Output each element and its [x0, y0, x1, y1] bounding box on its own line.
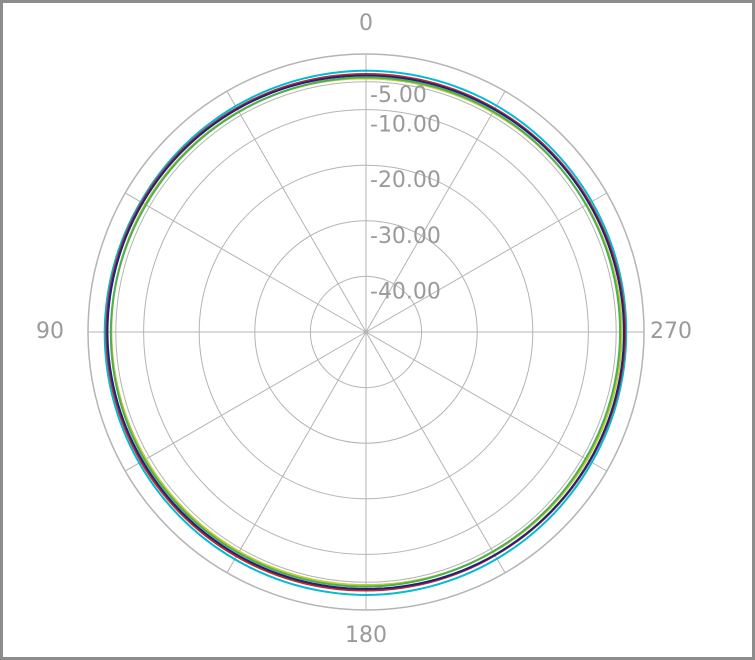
radial-tick-label-minus40: -40.00	[370, 279, 441, 304]
grid-spoke-330	[365, 90, 506, 333]
angle-label-90: 90	[36, 319, 64, 344]
series-layer	[103, 69, 628, 596]
grid-ring-minus10	[143, 109, 589, 555]
angle-label-270: 270	[650, 319, 692, 344]
grid-spoke-120	[124, 331, 367, 472]
grid-ring-minus5	[115, 81, 617, 583]
grid-spoke-30	[226, 90, 367, 333]
polar-grid	[87, 53, 645, 611]
radial-tick-label-minus30: -30.00	[370, 224, 441, 249]
series-line-1	[103, 69, 628, 596]
grid-ring-0	[87, 53, 645, 611]
grid-spoke-60	[124, 192, 367, 333]
angle-label-0: 0	[359, 11, 373, 36]
grid-spoke-240	[365, 331, 608, 472]
series-line-5	[109, 76, 622, 588]
radial-tick-label-minus10: -10.00	[370, 113, 441, 138]
angle-label-180: 180	[345, 623, 387, 648]
grid-spoke-150	[226, 331, 367, 574]
grid-ring-minus30	[254, 220, 478, 444]
radial-tick-label-minus20: -20.00	[370, 168, 441, 193]
grid-spoke-300	[365, 192, 608, 333]
grid-spoke-210	[365, 331, 506, 574]
grid-ring-minus40	[309, 275, 423, 389]
series-line-3	[106, 74, 625, 590]
tick-labels: 0 90 180 270 -40.00 -30.00 -20.00 -10.00 -5.…	[36, 11, 692, 648]
series-line-2	[105, 73, 627, 592]
grid-ring-minus20	[198, 164, 534, 500]
radial-tick-label-minus5: -5.00	[370, 83, 427, 108]
